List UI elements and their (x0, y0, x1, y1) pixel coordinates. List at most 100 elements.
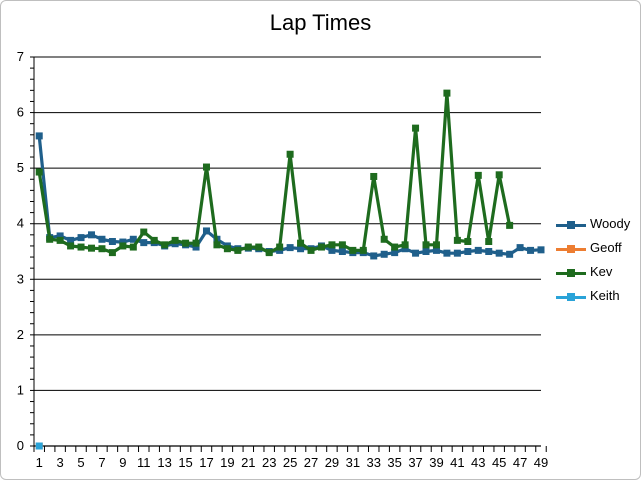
data-point-kev (171, 236, 179, 244)
legend-item-keith: Keith (556, 288, 636, 306)
data-point-woody (495, 249, 503, 257)
data-point-woody (297, 245, 305, 253)
data-point-woody (453, 249, 461, 257)
data-point-woody (202, 227, 210, 235)
x-tick-label: 27 (304, 455, 318, 470)
y-tick-label: 7 (17, 49, 24, 64)
data-point-kev (140, 228, 148, 236)
legend-marker-geoff (567, 245, 575, 253)
series-line-kev (37, 91, 512, 255)
x-tick-label: 5 (77, 455, 84, 470)
data-point-kev (244, 243, 252, 251)
data-point-kev (67, 242, 75, 250)
data-point-kev (349, 246, 357, 254)
x-tick-label: 13 (157, 455, 171, 470)
data-point-woody (432, 246, 440, 254)
data-point-kev (506, 221, 514, 229)
data-point-kev (443, 89, 451, 97)
y-tick-label: 2 (17, 327, 24, 342)
legend-swatch-keith (556, 293, 586, 301)
y-tick-label: 4 (17, 216, 24, 231)
data-point-kev (317, 243, 325, 251)
data-point-kev (202, 163, 210, 171)
data-point-kev (35, 168, 43, 176)
legend-swatch-kev (556, 269, 586, 277)
x-tick-label: 37 (408, 455, 422, 470)
data-point-kev (276, 243, 284, 251)
data-point-kev (286, 150, 294, 158)
data-point-kev (46, 235, 54, 243)
y-tick-label: 0 (17, 438, 24, 453)
legend-marker-keith (567, 293, 575, 301)
data-point-woody (412, 249, 420, 257)
data-point-kev (380, 235, 388, 243)
legend-item-geoff: Geoff (556, 240, 636, 258)
x-tick-label: 39 (429, 455, 443, 470)
data-point-kev (108, 249, 116, 257)
data-point-kev (255, 243, 263, 251)
data-point-woody (67, 236, 75, 244)
data-point-kev (338, 241, 346, 249)
x-tick-label: 1 (36, 455, 43, 470)
data-point-woody (35, 132, 43, 140)
data-point-woody (129, 235, 137, 243)
legend-marker-kev (567, 269, 575, 277)
data-point-kev (485, 237, 493, 245)
data-point-woody (140, 239, 148, 247)
data-point-woody (474, 246, 482, 254)
data-point-woody (464, 248, 472, 255)
data-point-kev (328, 241, 336, 249)
x-tick-label: 47 (513, 455, 527, 470)
data-point-woody (286, 244, 294, 252)
data-point-kev (77, 243, 85, 251)
data-point-kev (391, 243, 399, 251)
data-point-woody (77, 234, 85, 242)
data-point-woody (370, 252, 378, 260)
data-point-woody (506, 250, 514, 258)
data-point-kev (432, 241, 440, 249)
x-tick-label: 9 (119, 455, 126, 470)
data-point-kev (161, 241, 169, 249)
data-point-kev (401, 241, 409, 249)
data-point-kev (119, 242, 127, 250)
data-point-kev (422, 241, 430, 249)
data-point-kev (307, 246, 315, 254)
data-point-kev (495, 171, 503, 179)
y-tick-label: 6 (17, 105, 24, 120)
x-tick-label: 25 (283, 455, 297, 470)
data-point-kev (87, 244, 95, 252)
legend-label-geoff: Geoff (590, 240, 622, 255)
legend-item-woody: Woody (556, 216, 636, 234)
data-point-woody (527, 246, 535, 254)
data-point-kev (213, 241, 221, 249)
x-tick-label: 15 (178, 455, 192, 470)
x-tick-label: 31 (346, 455, 360, 470)
data-point-kev (234, 246, 242, 254)
data-point-woody (56, 232, 64, 240)
x-tick-label: 45 (492, 455, 506, 470)
data-point-kev (412, 124, 420, 132)
x-tick-label: 49 (534, 455, 548, 470)
x-tick-label: 33 (367, 455, 381, 470)
data-point-kev (474, 171, 482, 179)
x-tick-label: 35 (387, 455, 401, 470)
y-tick-label: 1 (17, 382, 24, 397)
x-tick-label: 21 (241, 455, 255, 470)
data-point-woody (443, 249, 451, 257)
x-tick-label: 41 (450, 455, 464, 470)
legend-item-kev: Kev (556, 264, 636, 282)
data-point-kev (150, 236, 158, 244)
y-tick-label: 5 (17, 160, 24, 175)
data-point-woody (87, 231, 95, 239)
y-tick-label: 3 (17, 271, 24, 286)
data-point-woody (391, 249, 399, 257)
x-tick-label: 11 (137, 455, 151, 470)
x-tick-label: 7 (98, 455, 105, 470)
legend-label-woody: Woody (590, 216, 631, 231)
data-point-kev (182, 239, 190, 247)
data-point-keith (35, 442, 43, 450)
data-point-kev (359, 246, 367, 254)
data-point-woody (119, 238, 127, 246)
data-point-woody (108, 237, 116, 245)
